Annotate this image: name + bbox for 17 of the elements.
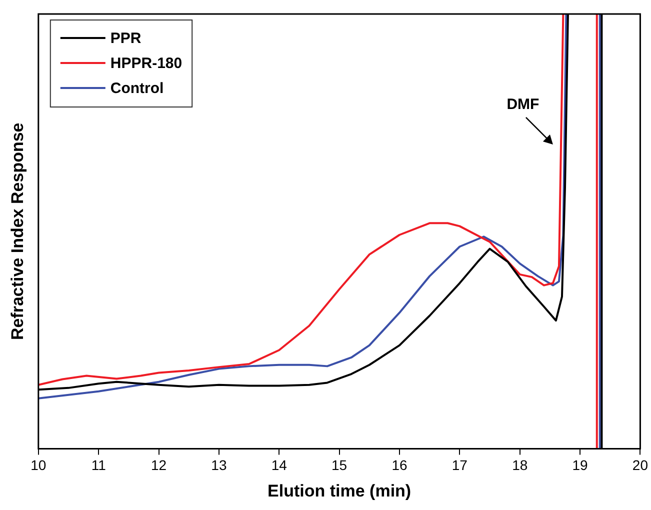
x-tick-label: 10	[30, 457, 46, 474]
legend-label: Control	[110, 80, 164, 98]
annotation: DMF	[506, 96, 540, 114]
x-tick-label: 15	[332, 457, 348, 474]
x-tick-label: 18	[512, 457, 528, 474]
x-axis-title: Elution time (min)	[268, 481, 412, 500]
x-tick-label: 20	[632, 457, 648, 474]
x-tick-label: 11	[91, 457, 106, 474]
x-tick-label: 16	[392, 457, 408, 474]
x-tick-label: 12	[150, 457, 167, 474]
x-tick-label: 17	[452, 457, 468, 474]
x-tick-label: 19	[572, 457, 588, 474]
y-axis-title: Refractive Index Response	[8, 122, 27, 340]
legend-label: HPPR-180	[110, 55, 182, 72]
x-tick-label: 14	[271, 457, 288, 474]
legend-label: PPR	[110, 30, 142, 48]
x-tick-label: 13	[211, 457, 227, 474]
